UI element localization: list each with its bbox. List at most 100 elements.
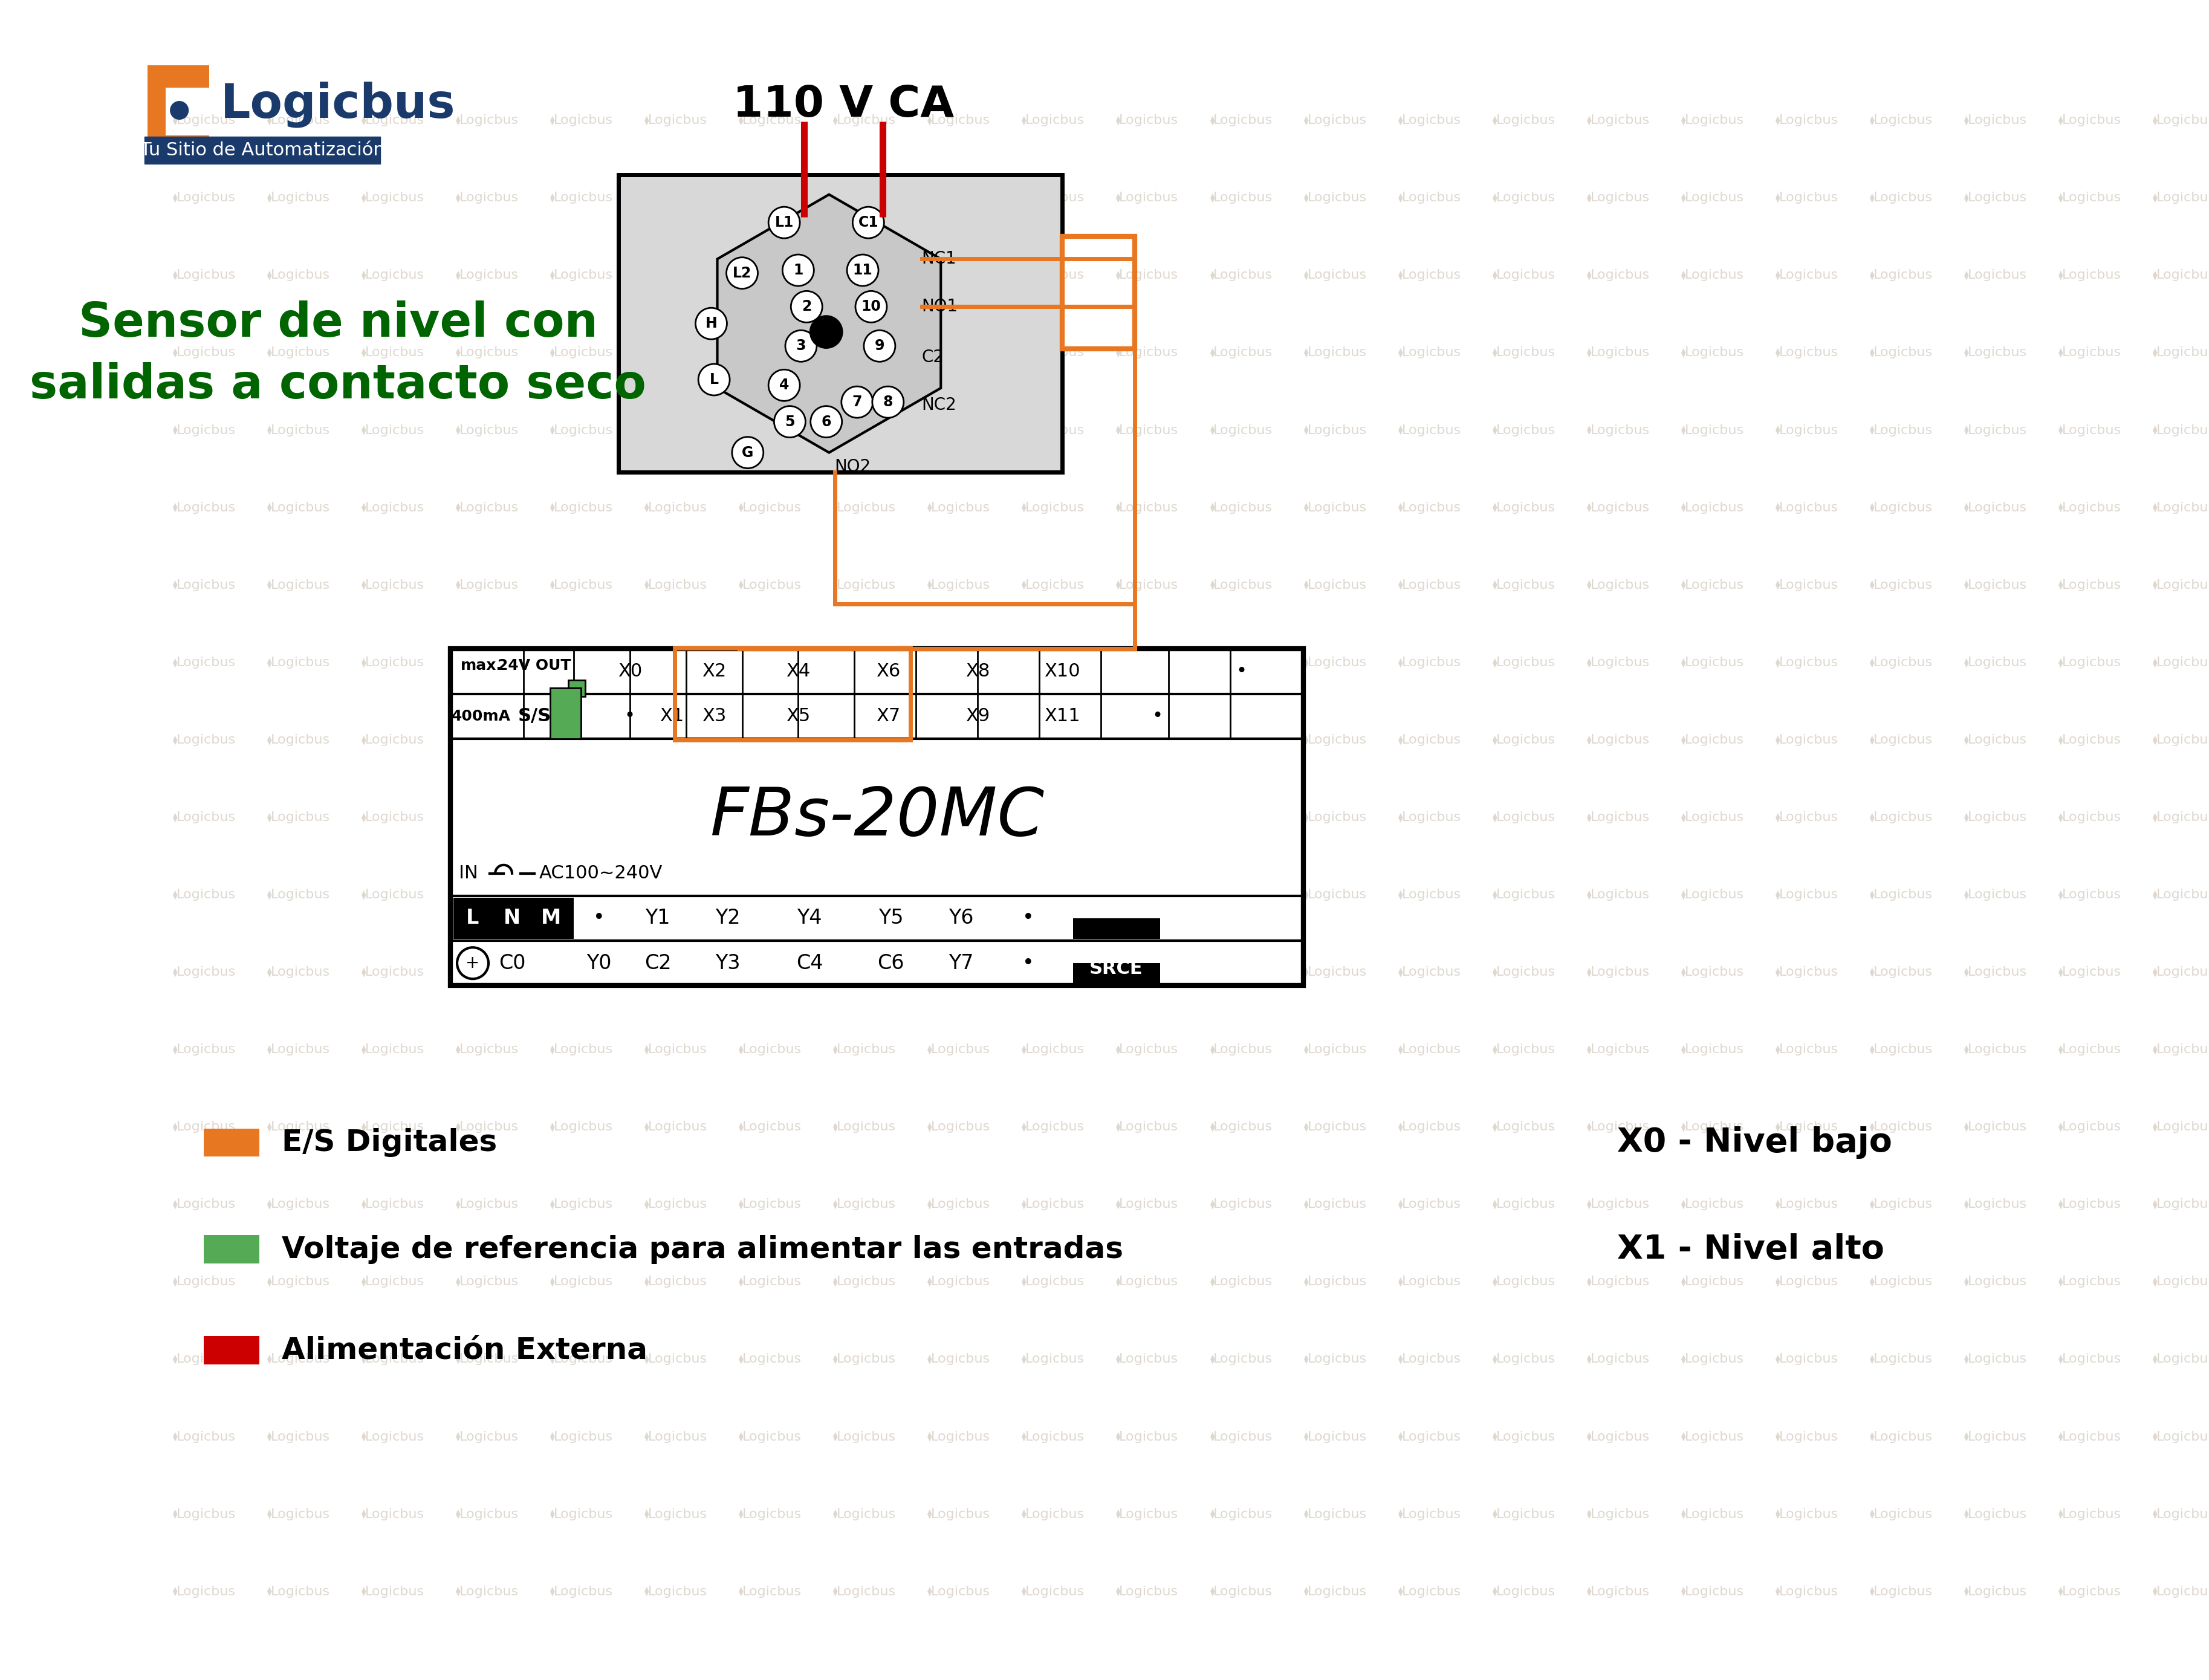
Text: ⧫: ⧫ [2152, 890, 2158, 899]
Text: Logicbus: Logicbus [837, 502, 895, 514]
Text: Logicbus: Logicbus [1968, 1198, 2028, 1211]
Text: ⧫: ⧫ [645, 1045, 649, 1055]
Text: Logicbus: Logicbus [1968, 580, 2028, 591]
Text: ⧫: ⧫ [1869, 116, 1875, 124]
Text: ⧫: ⧫ [1776, 1277, 1780, 1287]
Text: Logicbus: Logicbus [1403, 580, 1462, 591]
Text: ⧫: ⧫ [928, 1045, 932, 1055]
Text: Logicbus: Logicbus [2061, 1121, 2121, 1132]
Text: Logicbus: Logicbus [1873, 1198, 1933, 1211]
Text: ⧫: ⧫ [455, 1200, 459, 1210]
Text: Logicbus: Logicbus [837, 1586, 895, 1598]
Text: Logicbus: Logicbus [554, 192, 612, 203]
Text: ⧫: ⧫ [1303, 1277, 1308, 1287]
Text: Logicbus: Logicbus [2061, 580, 2121, 591]
Text: Logicbus: Logicbus [1495, 657, 1555, 669]
Text: Logicbus: Logicbus [364, 1198, 424, 1211]
Text: ⧫: ⧫ [1869, 1122, 1875, 1132]
Text: Logicbus: Logicbus [837, 966, 895, 978]
Text: Logicbus: Logicbus [1968, 269, 2028, 281]
Text: Logicbus: Logicbus [177, 114, 236, 126]
Text: Logicbus: Logicbus [1778, 734, 1838, 746]
Text: ⧫: ⧫ [1586, 1431, 1590, 1441]
Text: ⧫: ⧫ [172, 968, 177, 976]
Text: ⧫: ⧫ [362, 1588, 367, 1596]
Text: Logicbus: Logicbus [1873, 1352, 1933, 1366]
Text: Logicbus: Logicbus [647, 423, 707, 437]
Text: ⧫: ⧫ [455, 502, 459, 512]
Text: ⧫: ⧫ [1021, 1588, 1025, 1596]
Text: Logicbus: Logicbus [177, 346, 236, 360]
Text: ⧫: ⧫ [455, 270, 459, 281]
Text: ⧫: ⧫ [2152, 116, 2158, 124]
Text: ⧫: ⧫ [1681, 1509, 1685, 1519]
Text: Logicbus: Logicbus [1403, 811, 1462, 823]
Text: Logicbus: Logicbus [837, 114, 895, 126]
Text: •: • [625, 707, 636, 726]
Text: ⧫: ⧫ [2152, 1122, 2158, 1132]
Text: ⧫: ⧫ [738, 1354, 742, 1364]
Text: ⧫: ⧫ [1303, 657, 1308, 667]
Text: Logicbus: Logicbus [1873, 502, 1933, 514]
Text: Logicbus: Logicbus [1873, 734, 1933, 746]
Text: Logicbus: Logicbus [272, 1198, 329, 1211]
Text: Logicbus: Logicbus [554, 1509, 612, 1520]
Text: Logicbus: Logicbus [1213, 114, 1272, 126]
Text: ⧫: ⧫ [1776, 1200, 1780, 1210]
Text: ⧫: ⧫ [1776, 1122, 1780, 1132]
Text: Logicbus: Logicbus [1495, 811, 1555, 823]
Text: Logicbus: Logicbus [554, 657, 612, 669]
Text: ⧫: ⧫ [1116, 813, 1120, 822]
Text: ⧫: ⧫ [172, 1588, 177, 1596]
Circle shape [769, 207, 800, 239]
Text: ⧫: ⧫ [738, 270, 742, 281]
Text: ⧫: ⧫ [1303, 1588, 1308, 1596]
Text: ⧫: ⧫ [1681, 1277, 1685, 1287]
Text: ⧫: ⧫ [455, 1277, 459, 1287]
Text: ⧫: ⧫ [1021, 116, 1025, 124]
Text: Logicbus: Logicbus [1685, 502, 1745, 514]
Text: Logicbus: Logicbus [647, 114, 707, 126]
Text: Logicbus: Logicbus [1213, 1509, 1272, 1520]
Text: Logicbus: Logicbus [459, 889, 519, 900]
Text: ⧫: ⧫ [1869, 348, 1875, 358]
Text: ⧫: ⧫ [1116, 968, 1120, 976]
Text: Logicbus: Logicbus [647, 966, 707, 978]
Text: ⧫: ⧫ [2059, 1509, 2063, 1519]
Text: ⧫: ⧫ [1776, 657, 1780, 667]
Text: Logicbus: Logicbus [1403, 1121, 1462, 1132]
Text: ⧫: ⧫ [1493, 1354, 1498, 1364]
Text: Logicbus: Logicbus [1308, 1043, 1367, 1055]
Text: ⧫: ⧫ [1211, 1588, 1215, 1596]
Text: 4: 4 [780, 378, 789, 393]
Text: Logicbus: Logicbus [272, 966, 329, 978]
Text: 400mA: 400mA [451, 709, 510, 724]
Text: Logicbus: Logicbus [742, 1043, 802, 1055]
Text: Logicbus: Logicbus [1873, 966, 1933, 978]
Text: Logicbus: Logicbus [1403, 1198, 1462, 1211]
Text: Logicbus: Logicbus [364, 114, 424, 126]
Text: ⧫: ⧫ [267, 968, 272, 976]
Text: Logicbus: Logicbus [459, 1352, 519, 1366]
Text: Y6: Y6 [948, 909, 974, 929]
Text: ⧫: ⧫ [1021, 193, 1025, 203]
Bar [1074, 963, 1160, 984]
Text: Logicbus: Logicbus [742, 1431, 802, 1443]
Text: Logicbus: Logicbus [272, 889, 329, 900]
Text: ⧫: ⧫ [1586, 270, 1590, 281]
Text: Logicbus: Logicbus [1968, 657, 2028, 669]
Text: ⧫: ⧫ [362, 657, 367, 667]
Text: ⧫: ⧫ [2059, 1045, 2063, 1055]
Text: ⧫: ⧫ [928, 425, 932, 435]
Text: ⧫: ⧫ [267, 116, 272, 124]
Text: SINK: SINK [1091, 900, 1142, 919]
Text: Logicbus: Logicbus [272, 734, 329, 746]
Text: ⧫: ⧫ [1116, 348, 1120, 358]
Circle shape [773, 407, 806, 437]
Text: ⧫: ⧫ [1586, 1509, 1590, 1519]
Text: Logicbus: Logicbus [364, 580, 424, 591]
Text: Logicbus: Logicbus [1025, 966, 1085, 978]
Text: ⧫: ⧫ [455, 813, 459, 822]
Text: ⧫: ⧫ [1398, 1431, 1403, 1441]
Text: Logicbus: Logicbus [364, 1121, 424, 1132]
